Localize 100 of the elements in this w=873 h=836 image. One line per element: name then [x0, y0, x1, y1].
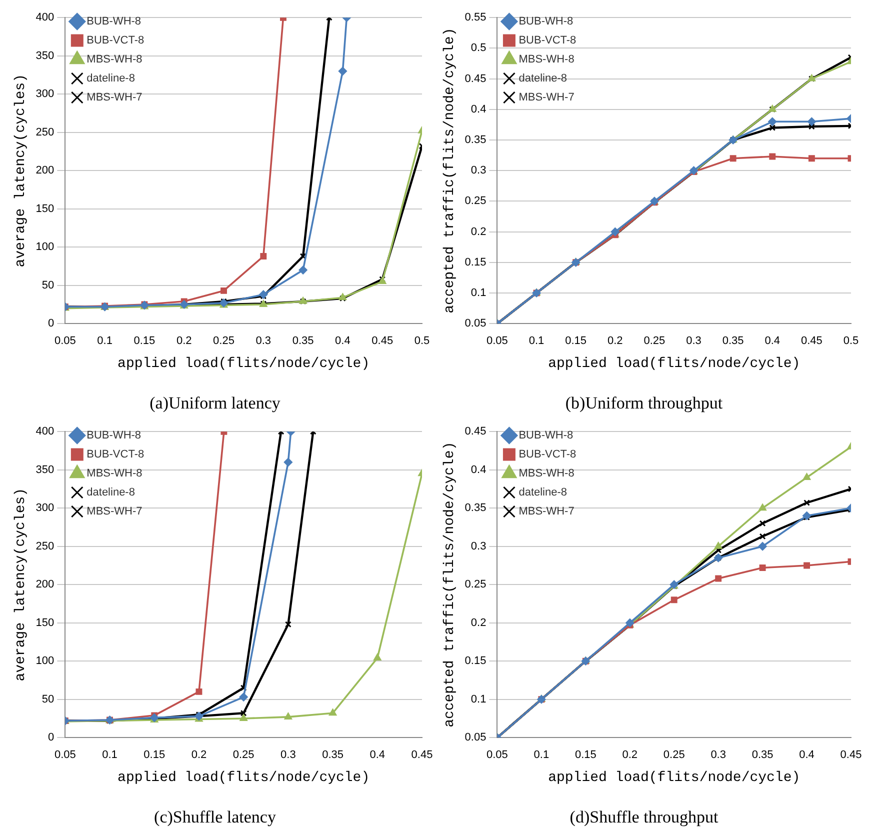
x-tick-label: 0.3 — [256, 335, 272, 348]
y-tick-label: 350 — [36, 50, 54, 62]
y-tick-label: 250 — [36, 540, 54, 552]
legend-label: BUB-WH-8 — [86, 16, 142, 28]
x-tick-label: 0.4 — [370, 749, 386, 762]
legend-label: MBS-WH-8 — [518, 54, 574, 66]
x-tick-label: 0.2 — [607, 335, 623, 348]
legend-label: MBS-WH-8 — [518, 468, 574, 480]
y-axis-title: accepted traffic(flits/node/cycle) — [442, 28, 458, 314]
x-tick-label: 0.4 — [799, 749, 814, 762]
y-tick-label: 0.35 — [464, 502, 486, 514]
x-tick-label: 0.45 — [800, 335, 822, 348]
x-tick-label: 0.2 — [622, 749, 638, 762]
y-tick-label: 0.1 — [470, 287, 486, 300]
x-tick-label: 0.1 — [528, 335, 544, 348]
x-tick-label: 0.1 — [102, 749, 118, 762]
x-axis-title: applied load(flits/node/cycle) — [118, 356, 370, 372]
legend-label: dateline-8 — [518, 486, 568, 499]
y-tick-label: 0.25 — [464, 195, 486, 208]
x-tick-label: 0.2 — [176, 335, 192, 348]
y-tick-label: 0.35 — [464, 134, 486, 146]
y-tick-label: 100 — [36, 655, 54, 668]
legend-label: MBS-WH-7 — [86, 92, 142, 104]
legend-label: BUB-WH-8 — [518, 430, 574, 442]
y-tick-label: 300 — [36, 502, 54, 514]
x-axis-title: applied load(flits/node/cycle) — [548, 356, 800, 372]
x-tick-label: 0.15 — [574, 749, 596, 762]
x-axis-title: applied load(flits/node/cycle) — [118, 770, 370, 786]
y-tick-label: 0.3 — [470, 164, 486, 177]
y-tick-label: 150 — [36, 202, 54, 215]
x-tick-label: 0.4 — [764, 335, 780, 348]
x-tick-label: 0.05 — [486, 335, 508, 348]
x-tick-label: 0.35 — [722, 335, 744, 348]
x-tick-label: 0.1 — [534, 749, 550, 762]
x-tick-label: 0.5 — [414, 335, 430, 348]
y-tick-label: 0.45 — [464, 426, 486, 438]
y-tick-label: 200 — [36, 578, 54, 591]
x-tick-label: 0.15 — [134, 335, 156, 348]
y-tick-label: 0.1 — [470, 693, 486, 706]
y-tick-label: 0.05 — [464, 318, 486, 330]
y-axis-title: average latency(cycles) — [13, 74, 30, 268]
y-tick-label: 200 — [36, 164, 54, 177]
x-axis-title: applied load(flits/node/cycle) — [548, 770, 800, 786]
x-tick-label: 0.35 — [292, 335, 314, 348]
legend-label: dateline-8 — [86, 486, 135, 499]
x-tick-label: 0.45 — [411, 749, 433, 762]
y-tick-label: 350 — [36, 464, 54, 476]
text: (b)Uniform throughput — [565, 393, 723, 412]
text: (c)Shuffle latency — [154, 807, 276, 826]
y-tick-label: 0.15 — [464, 256, 486, 268]
y-tick-label: 50 — [42, 693, 54, 706]
x-tick-label: 0.05 — [486, 749, 508, 762]
legend-label: dateline-8 — [518, 72, 568, 85]
legend-label: BUB-WH-8 — [86, 430, 142, 442]
legend-label: dateline-8 — [86, 72, 135, 85]
y-tick-label: 0 — [48, 732, 54, 744]
x-tick-label: 0.15 — [565, 335, 587, 348]
y-tick-label: 0 — [48, 318, 54, 330]
y-tick-label: 300 — [36, 88, 54, 100]
x-tick-label: 0.45 — [372, 335, 394, 348]
y-tick-label: 0.45 — [464, 72, 486, 85]
legend-label: BUB-VCT-8 — [518, 448, 576, 461]
legend-label: MBS-WH-7 — [518, 506, 574, 518]
x-tick-label: 0.35 — [322, 749, 344, 762]
legend-label: MBS-WH-8 — [86, 468, 142, 480]
y-tick-label: 0.05 — [464, 732, 486, 744]
y-tick-label: 0.4 — [470, 464, 486, 476]
y-tick-label: 0.55 — [464, 12, 486, 24]
x-tick-label: 0.25 — [644, 335, 666, 348]
legend-label: MBS-WH-7 — [86, 506, 142, 518]
legend-label: MBS-WH-7 — [518, 92, 574, 104]
y-tick-label: 50 — [42, 279, 54, 292]
y-tick-label: 0.3 — [470, 540, 486, 552]
text: (d)Shuffle throughput — [570, 807, 718, 826]
x-tick-label: 0.1 — [97, 335, 112, 348]
y-axis-title: average latency(cycles) — [13, 488, 30, 682]
legend-label: BUB-VCT-8 — [86, 448, 144, 461]
y-axis-title: accepted traffic(flits/node/cycle) — [442, 442, 458, 728]
y-tick-label: 0.4 — [470, 103, 486, 116]
legend-label: BUB-WH-8 — [518, 16, 574, 28]
x-tick-label: 0.3 — [686, 335, 702, 348]
x-tick-label: 0.2 — [191, 749, 207, 762]
y-tick-label: 0.15 — [464, 655, 486, 668]
text: (a)Uniform latency — [150, 393, 281, 412]
y-tick-label: 250 — [36, 126, 54, 138]
y-tick-label: 400 — [36, 426, 54, 438]
x-tick-label: 0.15 — [144, 749, 166, 762]
x-tick-label: 0.25 — [663, 749, 685, 762]
x-tick-label: 0.3 — [280, 749, 296, 762]
x-tick-label: 0.5 — [843, 335, 859, 348]
y-tick-label: 0.2 — [470, 616, 486, 629]
y-tick-label: 0.2 — [470, 226, 486, 238]
x-tick-label: 0.35 — [752, 749, 774, 762]
y-tick-label: 150 — [36, 616, 54, 629]
y-tick-label: 0.25 — [464, 578, 486, 591]
x-tick-label: 0.45 — [840, 749, 862, 762]
x-tick-label: 0.25 — [232, 749, 254, 762]
y-tick-label: 400 — [36, 12, 54, 24]
x-tick-label: 0.25 — [213, 335, 234, 348]
legend-label: BUB-VCT-8 — [86, 34, 144, 47]
